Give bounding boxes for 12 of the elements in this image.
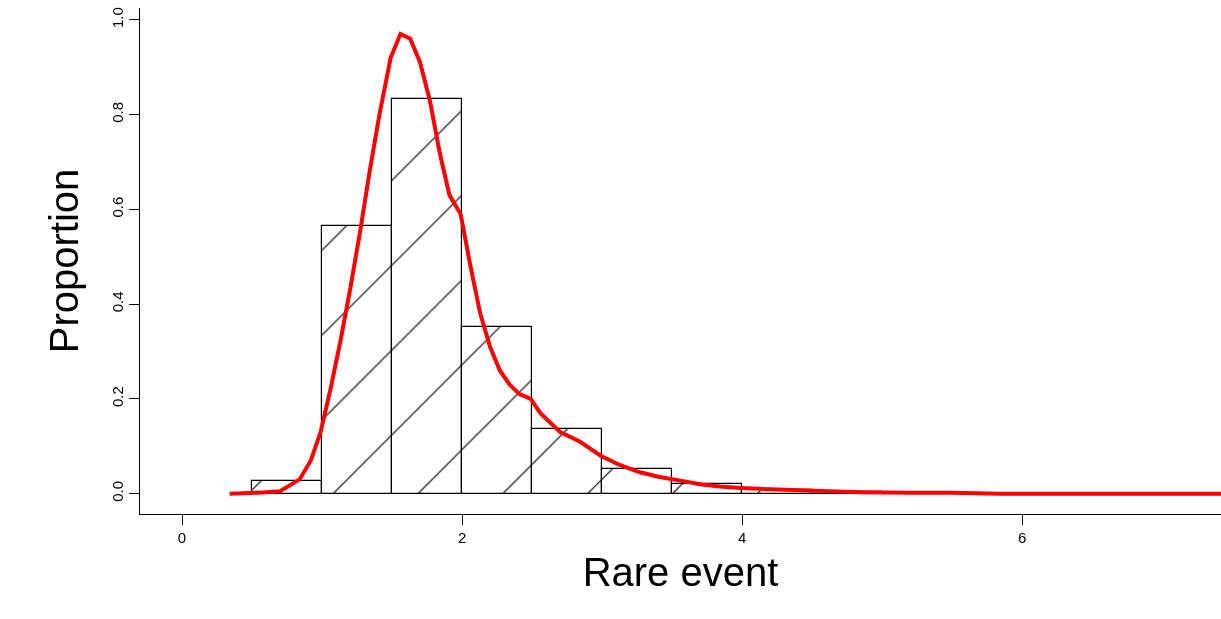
y-axis-title: Proportion [41,168,86,354]
x-tick-label: 0 [177,529,187,546]
y-tick-label: 0.2 [109,386,126,408]
y-tick-label: 0.8 [109,101,126,123]
x-tick-label: 2 [457,529,467,546]
y-tick-label: 1.0 [109,7,126,29]
x-tick-label: 6 [1017,529,1027,546]
x-tick-label: 4 [737,529,747,546]
y-tick-label: 0.0 [109,480,126,502]
x-axis-title: Rare event [582,549,779,594]
y-tick-label: 0.4 [109,291,126,313]
y-tick-label: 0.6 [109,196,126,218]
